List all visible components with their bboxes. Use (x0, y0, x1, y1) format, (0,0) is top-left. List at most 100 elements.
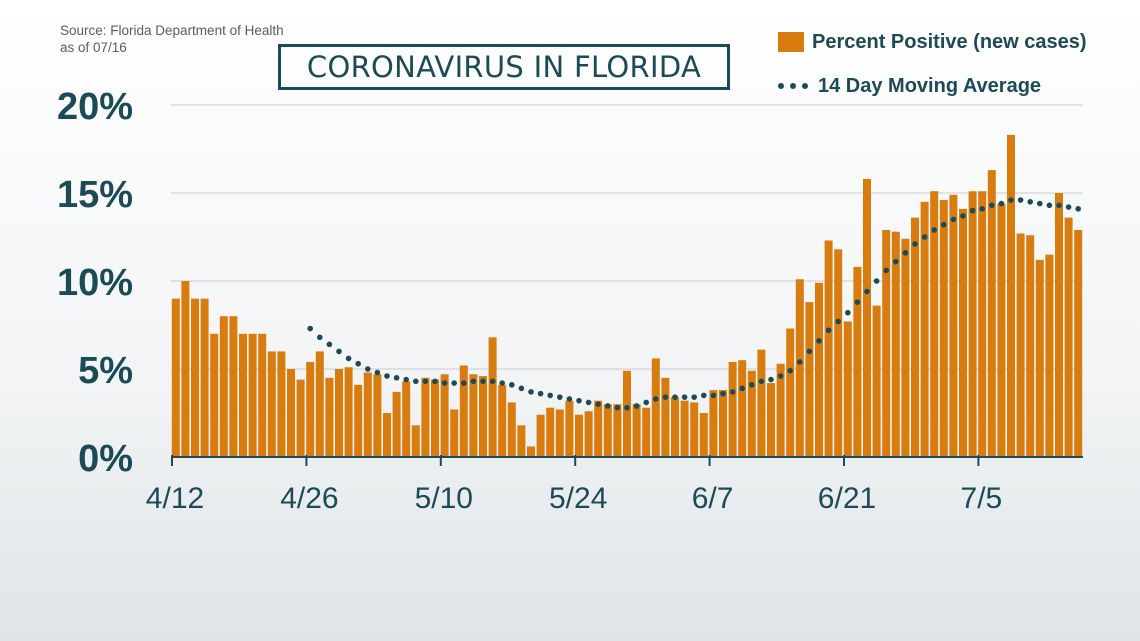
bar (853, 266, 862, 457)
average-point (797, 359, 803, 365)
average-point (585, 399, 592, 406)
bar (997, 203, 1006, 457)
average-point (883, 267, 889, 274)
average-point (1056, 202, 1062, 209)
average-point (480, 378, 486, 385)
bar (1035, 259, 1044, 457)
average-point (681, 394, 688, 400)
average-point (547, 392, 553, 399)
bar (527, 446, 535, 457)
x-tick-label: 4/26 (280, 482, 338, 515)
source-note: Source: Florida Department of Health as … (60, 22, 284, 56)
bar (555, 409, 564, 457)
average-point (451, 380, 458, 386)
average-point (816, 338, 822, 344)
bar (210, 333, 219, 457)
y-tick-label: 15% (57, 174, 133, 216)
average-point (653, 396, 659, 402)
bar-series (171, 134, 1083, 458)
average-point (710, 392, 717, 399)
average-point (902, 250, 909, 256)
x-tick-label: 6/21 (818, 482, 876, 515)
average-point (1008, 197, 1014, 203)
bar (335, 369, 343, 457)
bar (959, 208, 967, 457)
bar (229, 316, 238, 457)
bar (613, 404, 622, 457)
average-point (605, 403, 611, 409)
bar (1074, 229, 1083, 457)
legend-dots-swatch (778, 83, 808, 89)
average-point (960, 213, 966, 219)
bar (392, 391, 401, 457)
average-point (979, 206, 985, 212)
average-point (941, 221, 947, 228)
x-tick-label: 6/7 (692, 482, 734, 515)
average-point (1037, 200, 1043, 207)
bar (834, 249, 843, 457)
average-point (557, 394, 563, 400)
bar (296, 379, 305, 457)
average-point (701, 392, 707, 399)
average-point (384, 373, 390, 379)
average-point (720, 390, 726, 397)
bar (968, 191, 977, 458)
bar (479, 376, 487, 457)
average-point (499, 380, 506, 386)
bar (402, 381, 411, 457)
average-point (461, 380, 467, 386)
bar (671, 397, 679, 457)
bar (267, 351, 276, 457)
bar (517, 425, 526, 457)
average-point (1065, 204, 1072, 210)
bar (575, 414, 583, 457)
bar (498, 384, 507, 457)
average-point (739, 385, 745, 392)
average-point (441, 380, 448, 386)
bar (248, 333, 257, 457)
average-point (1027, 199, 1033, 205)
bar (277, 351, 286, 457)
average-point (787, 367, 793, 374)
bar (239, 333, 247, 457)
bar (546, 407, 555, 457)
average-point (912, 241, 918, 247)
bar (930, 191, 939, 458)
average-point (355, 360, 362, 367)
average-point (749, 382, 755, 388)
bar (661, 377, 670, 457)
average-point (345, 355, 352, 362)
legend-item-moving-average: 14 Day Moving Average (778, 72, 1138, 100)
x-tick-label: 5/24 (549, 482, 607, 515)
bar (728, 361, 737, 457)
bar (507, 402, 516, 457)
bar (987, 170, 996, 457)
average-point (307, 325, 314, 332)
moving-average-series (307, 197, 1081, 411)
axes (171, 455, 1083, 466)
average-point (422, 378, 429, 385)
average-point (969, 207, 976, 214)
chart-title-text: CORONAVIRUS IN FLORIDA (306, 50, 702, 84)
source-line: Source: Florida Department of Health (60, 23, 284, 38)
bar (421, 377, 430, 457)
bar (469, 374, 478, 457)
average-point (365, 366, 371, 372)
x-tick-label: 4/12 (146, 482, 204, 515)
average-point (528, 389, 534, 395)
bar (632, 404, 641, 457)
average-point (864, 288, 870, 295)
average-point (893, 258, 899, 265)
bar (1064, 217, 1073, 457)
legend-label-moving-average: 14 Day Moving Average (818, 74, 1042, 97)
bar (699, 413, 708, 457)
bar (181, 281, 190, 457)
legend-item-percent-positive: Percent Positive (new cases) (778, 28, 1138, 56)
average-point (413, 378, 419, 385)
average-point (845, 309, 851, 316)
average-point (873, 278, 880, 284)
average-point (643, 399, 649, 406)
bar (373, 374, 382, 457)
bar (843, 321, 852, 457)
